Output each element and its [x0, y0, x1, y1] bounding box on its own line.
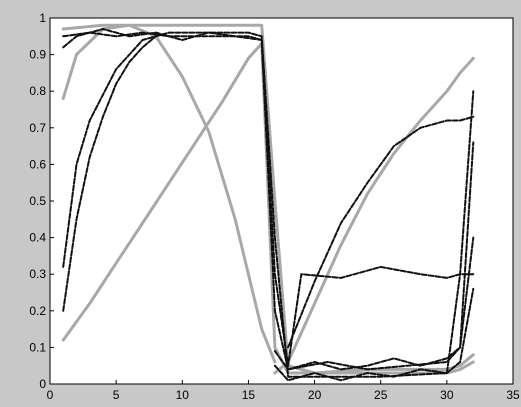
y-tick-label: 0.3 [29, 267, 46, 281]
y-tick-label: 1 [39, 11, 46, 25]
x-tick-label: 10 [176, 388, 190, 402]
y-tick-label: 0.7 [29, 121, 46, 135]
series-layer [61, 23, 475, 382]
plot-area [49, 17, 514, 385]
x-tick-label: 35 [506, 388, 520, 402]
series-line-9 [287, 115, 475, 349]
series-line-5 [62, 31, 475, 378]
x-tick-label: 20 [308, 388, 322, 402]
x-tick-label: 25 [374, 388, 388, 402]
y-tick-label: 0.4 [29, 231, 46, 245]
y-tick-label: 0.9 [29, 48, 46, 62]
y-tick-label: 0.8 [29, 84, 46, 98]
x-tick-label: 5 [113, 388, 120, 402]
series-line-4 [61, 23, 475, 375]
x-tick-label: 15 [242, 388, 256, 402]
x-tick-label: 0 [47, 388, 54, 402]
axis-layer: 0 5 10 15 20 25 30 35 0 0.1 0.2 0.3 0.4 0.5 0.6 0.7 0.8 0… [29, 11, 520, 402]
x-tick-label: 30 [440, 388, 454, 402]
series-line-2 [61, 23, 277, 364]
series-line-8 [62, 35, 157, 312]
y-tick-label: 0.5 [29, 194, 46, 208]
series-line-1 [61, 42, 475, 375]
y-tick-label: 0.1 [29, 340, 46, 354]
series-line-10 [273, 287, 475, 382]
series-line-3 [273, 56, 475, 375]
series-line-11 [273, 141, 475, 371]
y-tick-label: 0 [39, 377, 46, 391]
y-tick-label: 0.6 [29, 157, 46, 171]
y-tick-label: 0.2 [29, 304, 46, 318]
series-line-7 [62, 31, 475, 367]
